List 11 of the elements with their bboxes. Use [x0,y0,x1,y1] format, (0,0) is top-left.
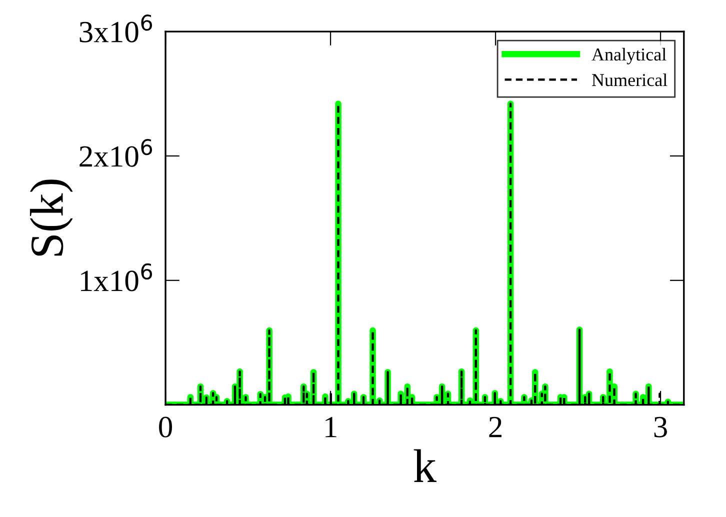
x-tick-label: 2 [489,416,502,438]
y-tick-label: 3x10$^{6}$ [80,14,152,42]
x-axis-title: k [414,449,437,482]
y-tick-label: 1x10$^{6}$ [81,263,152,292]
legend-label: Numerical [592,73,668,86]
x-tick-label: 3 [654,416,667,438]
y-tick-label: 2x10$^{6}$ [80,138,152,167]
y-axis-title: S(k) [30,180,73,256]
x-tick-label: 0 [159,416,172,438]
x-tick-label: 1 [326,416,336,438]
legend-label: Analytical [592,48,666,64]
